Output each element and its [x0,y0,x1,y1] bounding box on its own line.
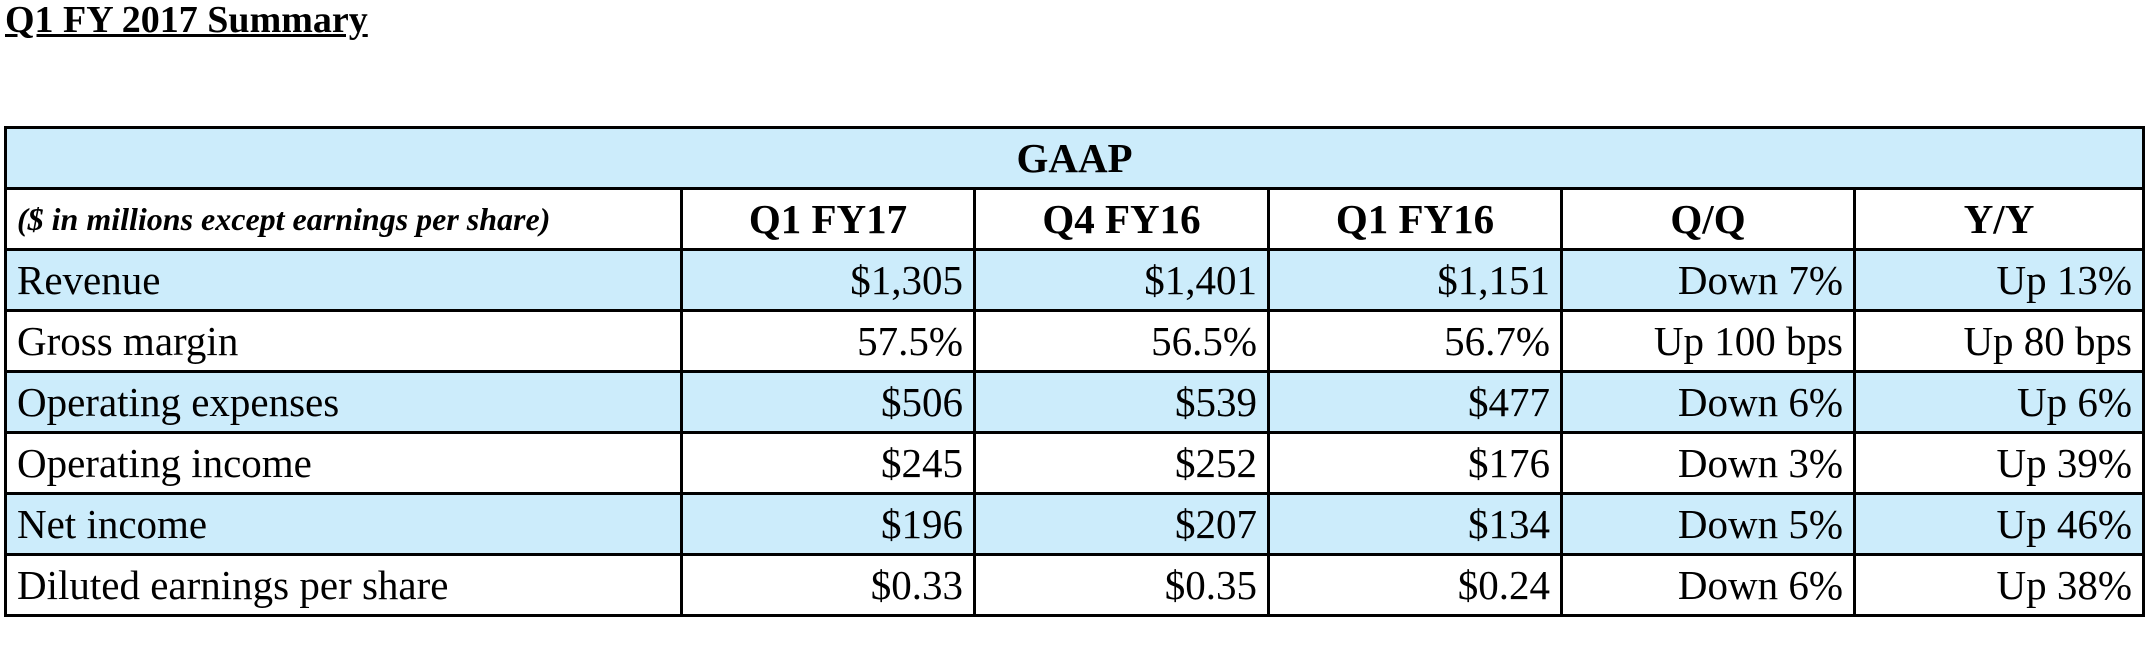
cell: Down 6% [1560,370,1856,434]
column-header: ($ in millions except earnings per share… [4,187,683,251]
cell: $196 [680,492,976,556]
cell: $1,305 [680,248,976,312]
cell: Up 100 bps [1560,309,1856,373]
group-header-row: GAAP [3,126,2146,190]
row-label: Revenue [4,248,683,312]
cell: $0.33 [680,553,976,617]
cell: $252 [973,431,1270,495]
column-header: Q/Q [1560,187,1856,251]
table-row: Operating income $245 $252 $176 Down 3% Up 39… [4,431,2146,495]
cell: Up 38% [1852,553,2146,617]
column-header: Q1 FY16 [1267,187,1563,251]
cell: $0.35 [973,553,1270,617]
cell: Down 7% [1560,248,1856,312]
cell: Up 46% [1852,492,2146,556]
cell: Down 3% [1560,431,1856,495]
cell: 57.5% [680,309,976,373]
group-header: GAAP [3,126,2146,190]
row-label: Diluted earnings per share [4,553,683,617]
cell: Up 39% [1852,431,2146,495]
table-row: Gross margin 57.5% 56.5% 56.7% Up 100 bps Up … [4,309,2146,373]
summary-table: GAAP ($ in millions except earnings per … [3,126,2146,617]
column-header-row: ($ in millions except earnings per share… [4,187,2146,251]
cell: $1,401 [973,248,1270,312]
row-label: Net income [4,492,683,556]
row-label: Gross margin [4,309,683,373]
column-header: Q4 FY16 [973,187,1270,251]
table-body: Revenue $1,305 $1,401 $1,151 Down 7% Up 13% Gr… [4,248,2146,617]
table-row: Net income $196 $207 $134 Down 5% Up 46% [4,492,2146,556]
title: Q1 FY 2017 Summary [5,0,368,41]
cell: $207 [973,492,1270,556]
table-row: Operating expenses $506 $539 $477 Down 6% Up … [4,370,2146,434]
cell: Down 6% [1560,553,1856,617]
cell: $245 [680,431,976,495]
cell: Up 13% [1852,248,2146,312]
cell: $134 [1267,492,1563,556]
row-label: Operating income [4,431,683,495]
cell: $176 [1267,431,1563,495]
cell: 56.5% [973,309,1270,373]
cell: Up 80 bps [1852,309,2146,373]
table-row: Diluted earnings per share $0.33 $0.35 $0.2… [4,553,2146,617]
row-label: Operating expenses [4,370,683,434]
cell: Down 5% [1560,492,1856,556]
column-header: Q1 FY17 [680,187,976,251]
cell: $539 [973,370,1270,434]
cell: $0.24 [1267,553,1563,617]
column-header: Y/Y [1852,187,2146,251]
cell: $506 [680,370,976,434]
table-row: Revenue $1,305 $1,401 $1,151 Down 7% Up 13% [4,248,2146,312]
cell: 56.7% [1267,309,1563,373]
cell: Up 6% [1852,370,2146,434]
cell: $1,151 [1267,248,1563,312]
cell: $477 [1267,370,1563,434]
